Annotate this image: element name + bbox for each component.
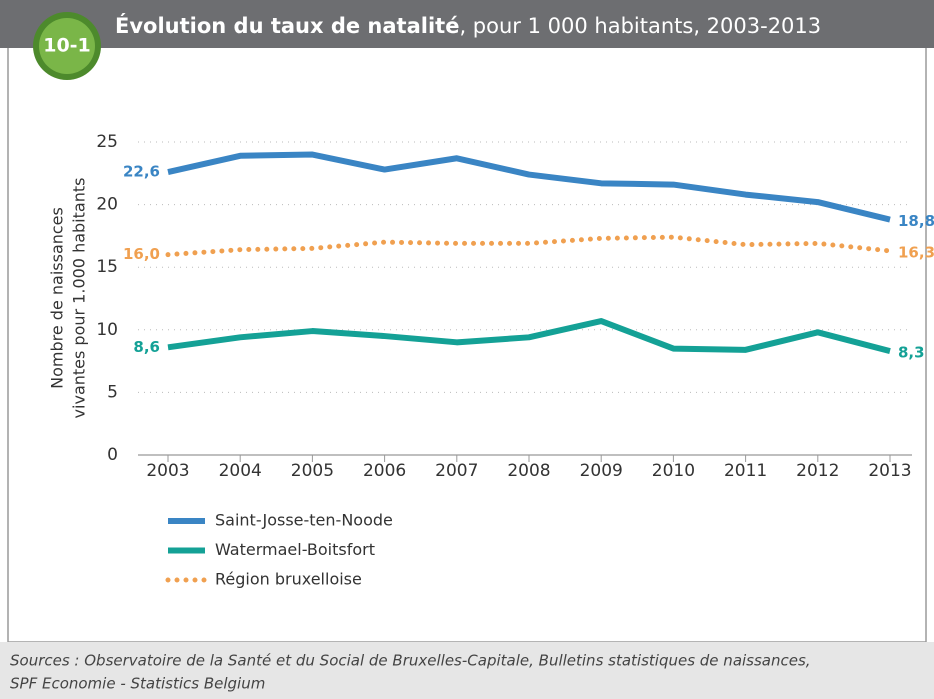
footer xyxy=(0,642,934,699)
y-axis-title-line: Nombre de naissances xyxy=(48,207,67,389)
x-tick-label: 2004 xyxy=(219,461,262,481)
y-axis-title: Nombre de naissances vivantes pour 1.000… xyxy=(48,178,89,419)
badge-label: 10-1 xyxy=(43,35,91,57)
series-line xyxy=(167,151,891,223)
y-tick-label: 25 xyxy=(96,132,118,152)
x-tick-label: 2009 xyxy=(580,461,623,481)
x-tick-label: 2003 xyxy=(146,461,189,481)
x-tick-label: 2010 xyxy=(652,461,695,481)
title-bold: Évolution du taux de natalité xyxy=(115,13,459,38)
x-tick-label: 2008 xyxy=(507,461,550,481)
x-tick-label: 2011 xyxy=(724,461,767,481)
x-tick-label: 2005 xyxy=(291,461,334,481)
x-tick-label: 2012 xyxy=(796,461,839,481)
badge xyxy=(39,18,95,74)
value-label: 18,8 xyxy=(898,212,934,230)
y-tick-label: 10 xyxy=(96,320,118,340)
legend-label: Watermael-Boitsfort xyxy=(215,540,375,559)
value-label: 16,3 xyxy=(898,243,934,261)
x-tick-label: 2006 xyxy=(363,461,406,481)
title-rest: , pour 1 000 habitants, 2003-2013 xyxy=(459,14,821,38)
y-tick-label: 0 xyxy=(107,445,118,465)
x-tick-label: 2007 xyxy=(435,461,478,481)
legend-label: Saint-Josse-ten-Noode xyxy=(215,511,393,530)
source-line: Sources : Observatoire de la Santé et du… xyxy=(10,652,811,670)
x-tick-label: 2013 xyxy=(868,461,911,481)
y-tick-label: 15 xyxy=(96,257,118,277)
series-line xyxy=(167,318,891,354)
value-label: 22,6 xyxy=(123,163,160,181)
y-tick-label: 5 xyxy=(107,382,118,402)
chart-title: Évolution du taux de natalité, pour 1 00… xyxy=(115,13,821,38)
value-label: 16,0 xyxy=(123,245,160,263)
series-line xyxy=(165,234,893,258)
source-line: SPF Economie - Statistics Belgium xyxy=(10,675,265,693)
value-label: 8,3 xyxy=(898,344,925,362)
y-axis-title-line: vivantes pour 1.000 habitants xyxy=(70,178,89,419)
header-bar xyxy=(0,0,934,48)
y-tick-label: 20 xyxy=(96,195,118,215)
legend-label: Région bruxelloise xyxy=(215,570,362,589)
value-label: 8,6 xyxy=(133,338,160,356)
